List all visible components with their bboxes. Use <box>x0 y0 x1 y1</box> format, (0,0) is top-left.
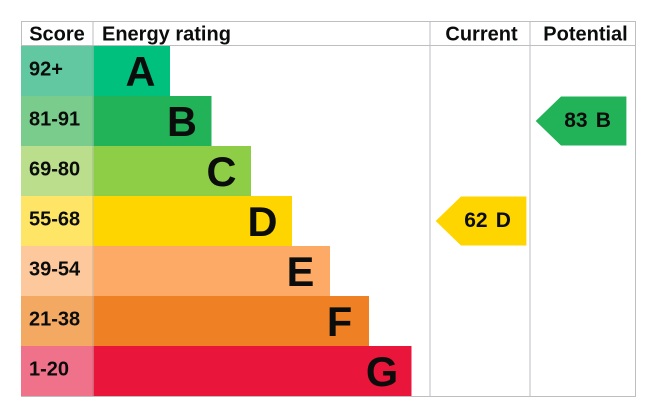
svg-text:Score: Score <box>29 24 85 46</box>
svg-text:D: D <box>496 209 511 232</box>
svg-text:Energy rating: Energy rating <box>102 24 231 46</box>
svg-text:E: E <box>287 248 315 295</box>
svg-text:62: 62 <box>464 209 487 232</box>
svg-text:92+: 92+ <box>29 59 63 81</box>
svg-text:Current: Current <box>445 24 518 46</box>
svg-text:F: F <box>327 298 352 345</box>
svg-text:Potential: Potential <box>543 24 627 46</box>
svg-text:1-20: 1-20 <box>29 359 69 381</box>
svg-text:39-54: 39-54 <box>29 259 81 281</box>
svg-text:69-80: 69-80 <box>29 159 80 181</box>
svg-text:B: B <box>167 98 197 145</box>
svg-text:B: B <box>596 109 611 132</box>
svg-text:G: G <box>366 348 398 395</box>
svg-text:81-91: 81-91 <box>29 109 80 131</box>
svg-text:83: 83 <box>564 109 587 132</box>
svg-text:C: C <box>207 148 237 195</box>
svg-text:21-38: 21-38 <box>29 309 80 331</box>
svg-text:55-68: 55-68 <box>29 209 80 231</box>
svg-text:A: A <box>126 48 156 95</box>
svg-text:D: D <box>248 198 278 245</box>
